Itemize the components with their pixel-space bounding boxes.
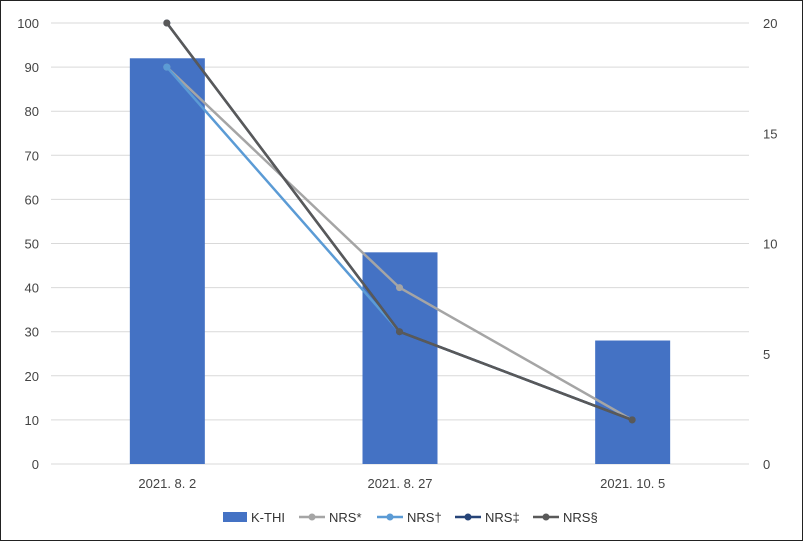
series-point bbox=[396, 284, 403, 292]
legend: K-THI NRS* NRS† NRS‡ NRS§ bbox=[223, 510, 598, 525]
line-series bbox=[163, 19, 636, 424]
left-tick-label: 40 bbox=[25, 281, 39, 296]
legend-label: NRS† bbox=[407, 510, 442, 525]
series-point bbox=[396, 328, 403, 336]
right-tick-label: 0 bbox=[763, 457, 770, 472]
left-tick-label: 50 bbox=[25, 237, 39, 252]
category-label: 2021. 8. 2 bbox=[138, 476, 196, 491]
left-tick-label: 0 bbox=[32, 457, 39, 472]
bar bbox=[129, 58, 205, 464]
left-tick-label: 70 bbox=[25, 148, 39, 163]
legend-swatch-point bbox=[464, 513, 472, 521]
category-label: 2021. 10. 5 bbox=[600, 476, 665, 491]
left-tick-label: 10 bbox=[25, 413, 39, 428]
category-labels: 2021. 8. 2 2021. 8. 27 2021. 10. 5 bbox=[138, 476, 665, 491]
bar-series bbox=[129, 58, 671, 464]
right-tick-label: 15 bbox=[763, 126, 777, 141]
legend-swatch-point bbox=[308, 513, 316, 521]
right-tick-label: 20 bbox=[763, 16, 777, 31]
right-axis-ticks: 0 5 10 15 20 bbox=[763, 16, 777, 472]
legend-label: K-THI bbox=[251, 510, 285, 525]
left-tick-label: 90 bbox=[25, 60, 39, 75]
left-tick-label: 60 bbox=[25, 192, 39, 207]
left-axis-ticks: 0 10 20 30 40 50 60 70 80 90 100 bbox=[17, 16, 39, 472]
series-point bbox=[163, 63, 171, 71]
legend-label: NRS§ bbox=[563, 510, 598, 525]
legend-label: NRS* bbox=[329, 510, 362, 525]
left-tick-label: 80 bbox=[25, 104, 39, 119]
bar bbox=[595, 340, 671, 464]
right-tick-label: 5 bbox=[763, 347, 770, 362]
right-tick-label: 10 bbox=[763, 237, 777, 252]
category-label: 2021. 8. 27 bbox=[367, 476, 432, 491]
series-point bbox=[628, 416, 636, 424]
series-point bbox=[163, 19, 171, 27]
legend-swatch bbox=[223, 512, 247, 522]
bar bbox=[362, 252, 438, 464]
left-tick-label: 100 bbox=[17, 16, 39, 31]
legend-swatch-point bbox=[542, 513, 550, 521]
left-tick-label: 30 bbox=[25, 325, 39, 340]
legend-label: NRS‡ bbox=[485, 510, 520, 525]
left-tick-label: 20 bbox=[25, 369, 39, 384]
legend-swatch-point bbox=[386, 513, 394, 521]
